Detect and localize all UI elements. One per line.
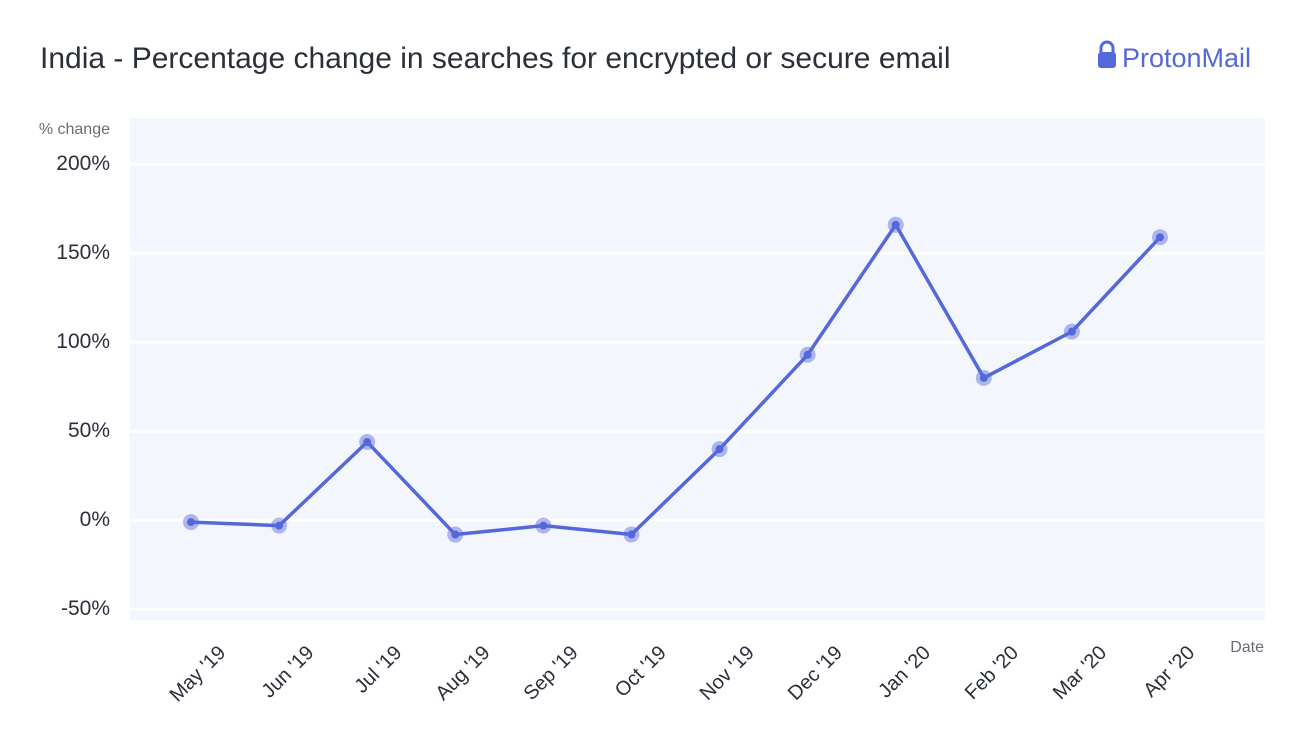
x-tick-label: Sep '19 bbox=[520, 642, 583, 705]
y-tick-label: 100% bbox=[56, 330, 110, 353]
x-axis-label: Date bbox=[1230, 639, 1264, 656]
logo-icon-arc bbox=[1099, 40, 1115, 53]
x-tick-label: Feb '20 bbox=[961, 642, 1023, 704]
logo: ProtonMail bbox=[1098, 40, 1251, 73]
x-tick-label: Nov '19 bbox=[696, 642, 759, 705]
point bbox=[1156, 233, 1164, 242]
chart-title: India - Percentage change in searches fo… bbox=[40, 42, 951, 75]
y-tick-label: -50% bbox=[61, 597, 110, 620]
point bbox=[275, 521, 284, 530]
x-tick-label: Dec '19 bbox=[784, 642, 847, 705]
point bbox=[187, 518, 195, 527]
point bbox=[1067, 327, 1076, 336]
point bbox=[627, 530, 636, 539]
point bbox=[979, 373, 988, 382]
logo-text: ProtonMail bbox=[1122, 43, 1251, 73]
x-tick-label: Jul '19 bbox=[350, 642, 406, 698]
y-tick-label: 150% bbox=[56, 241, 110, 264]
point bbox=[451, 530, 460, 539]
y-tick-label: 0% bbox=[80, 508, 110, 531]
plot-background bbox=[130, 118, 1265, 620]
point bbox=[891, 220, 900, 229]
y-tick-label: 200% bbox=[56, 152, 110, 175]
logo-icon bbox=[1098, 52, 1116, 68]
x-tick-label: Oct '19 bbox=[611, 642, 671, 702]
x-tick-label: Jun '19 bbox=[258, 642, 319, 703]
x-tick-label: Jan '20 bbox=[874, 642, 935, 703]
x-tick-label: May '19 bbox=[166, 642, 231, 707]
x-tick-label: Apr '20 bbox=[1139, 642, 1199, 702]
line bbox=[190, 223, 1162, 537]
point bbox=[363, 437, 372, 446]
x-tick-label: Aug '19 bbox=[431, 642, 494, 705]
x-tick-label: Mar '20 bbox=[1049, 642, 1111, 704]
point bbox=[803, 350, 812, 359]
y-axis-label: % change bbox=[39, 121, 110, 138]
point bbox=[539, 521, 548, 530]
y-tick-label: 50% bbox=[68, 419, 110, 442]
point bbox=[715, 445, 724, 454]
